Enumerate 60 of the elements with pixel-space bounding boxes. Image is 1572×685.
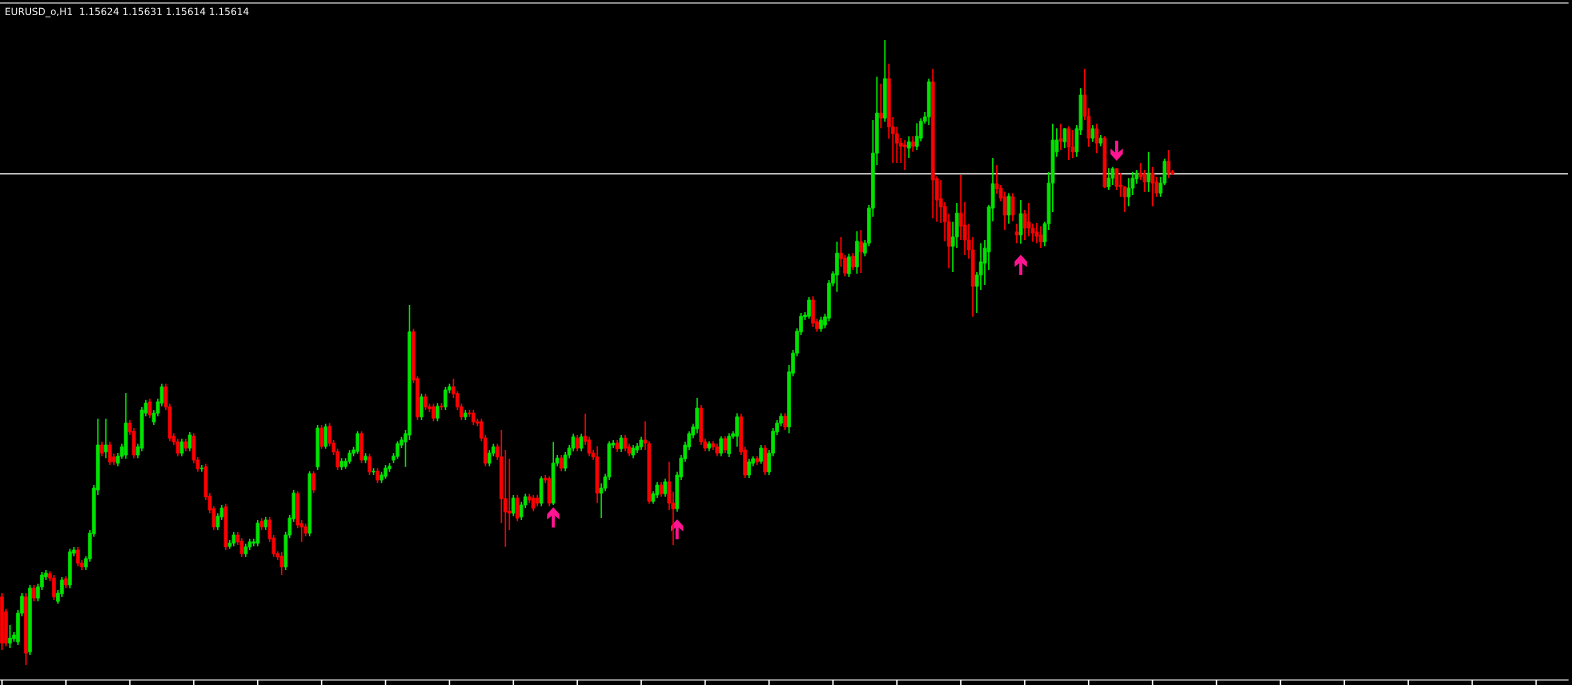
candlestick xyxy=(563,451,568,472)
candlestick xyxy=(1030,223,1035,243)
candlestick xyxy=(1014,223,1019,244)
candlestick xyxy=(8,624,12,649)
candlestick xyxy=(978,242,983,291)
candlestick xyxy=(1058,123,1063,151)
candlestick xyxy=(104,418,108,459)
candlestick xyxy=(835,241,839,293)
candlestick xyxy=(695,397,699,434)
candlestick xyxy=(811,295,815,328)
candlestick xyxy=(323,423,328,450)
candlestick xyxy=(759,444,763,465)
candlestick xyxy=(52,574,56,601)
candlestick xyxy=(1146,151,1151,193)
candlestick xyxy=(903,139,907,171)
candlestick xyxy=(311,470,316,494)
candlestick xyxy=(879,83,883,129)
candlestick xyxy=(1038,225,1043,249)
candlestick xyxy=(907,135,911,159)
candlestick xyxy=(443,386,448,411)
candlestick xyxy=(1150,166,1155,207)
candlestick xyxy=(915,122,919,151)
candlestick xyxy=(1118,172,1123,198)
candlestick xyxy=(763,444,767,476)
candlestick xyxy=(1010,192,1015,222)
candlestick xyxy=(1166,149,1171,179)
candlestick xyxy=(1142,169,1147,193)
candlestick xyxy=(1018,199,1023,245)
candlestick xyxy=(747,458,751,479)
candlestick xyxy=(1066,125,1071,161)
candlestick xyxy=(367,453,372,476)
candlestick xyxy=(511,494,516,517)
candlestick xyxy=(1062,127,1067,149)
candlestick xyxy=(1006,192,1011,225)
candlestick xyxy=(1094,123,1099,154)
candlestick xyxy=(1002,191,1007,231)
candlestick xyxy=(663,478,668,498)
candlestick xyxy=(419,393,424,421)
chart-title: EURUSD_o,H1 1.15624 1.15631 1.15614 1.15614 xyxy=(5,7,249,18)
candlestick xyxy=(1034,222,1039,244)
candlestick xyxy=(1070,129,1075,159)
candlestick xyxy=(76,546,80,567)
candlestick xyxy=(239,537,244,558)
candlestick xyxy=(719,435,723,457)
candlestick xyxy=(515,494,520,522)
candlestick xyxy=(279,551,284,576)
candlestick xyxy=(735,412,739,448)
candlestick xyxy=(1110,166,1115,186)
candlestick xyxy=(847,253,851,278)
candlestick xyxy=(807,296,811,320)
candlestick xyxy=(435,402,440,422)
candlestick xyxy=(355,430,360,455)
candlestick xyxy=(859,229,863,274)
candlestick xyxy=(1122,185,1127,213)
candlestick xyxy=(1106,167,1111,191)
candlestick xyxy=(727,432,731,458)
candlestick xyxy=(108,441,112,466)
candlestick xyxy=(319,424,324,450)
candlestick xyxy=(1130,171,1135,196)
candlestick xyxy=(911,135,915,153)
